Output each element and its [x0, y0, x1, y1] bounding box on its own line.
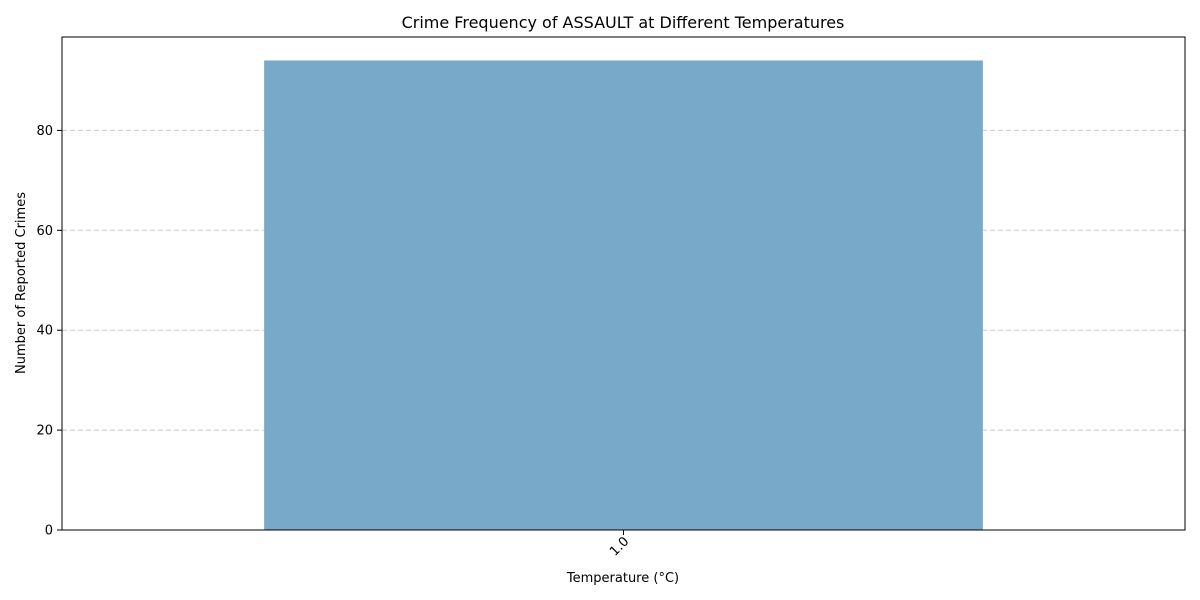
y-tick-label: 60	[36, 224, 53, 239]
y-axis-ticks: 0 20 40 60 80	[36, 124, 62, 539]
y-axis-label: Number of Reported Crimes	[14, 192, 29, 374]
chart-title: Crime Frequency of ASSAULT at Different …	[402, 13, 845, 32]
y-tick-label: 40	[36, 324, 53, 339]
y-tick-label: 0	[45, 524, 53, 539]
y-tick-label: 80	[36, 124, 53, 139]
y-tick-label: 20	[36, 424, 53, 439]
x-axis-label: Temperature (°C)	[566, 571, 679, 586]
bar	[264, 60, 983, 530]
bars	[264, 60, 983, 530]
